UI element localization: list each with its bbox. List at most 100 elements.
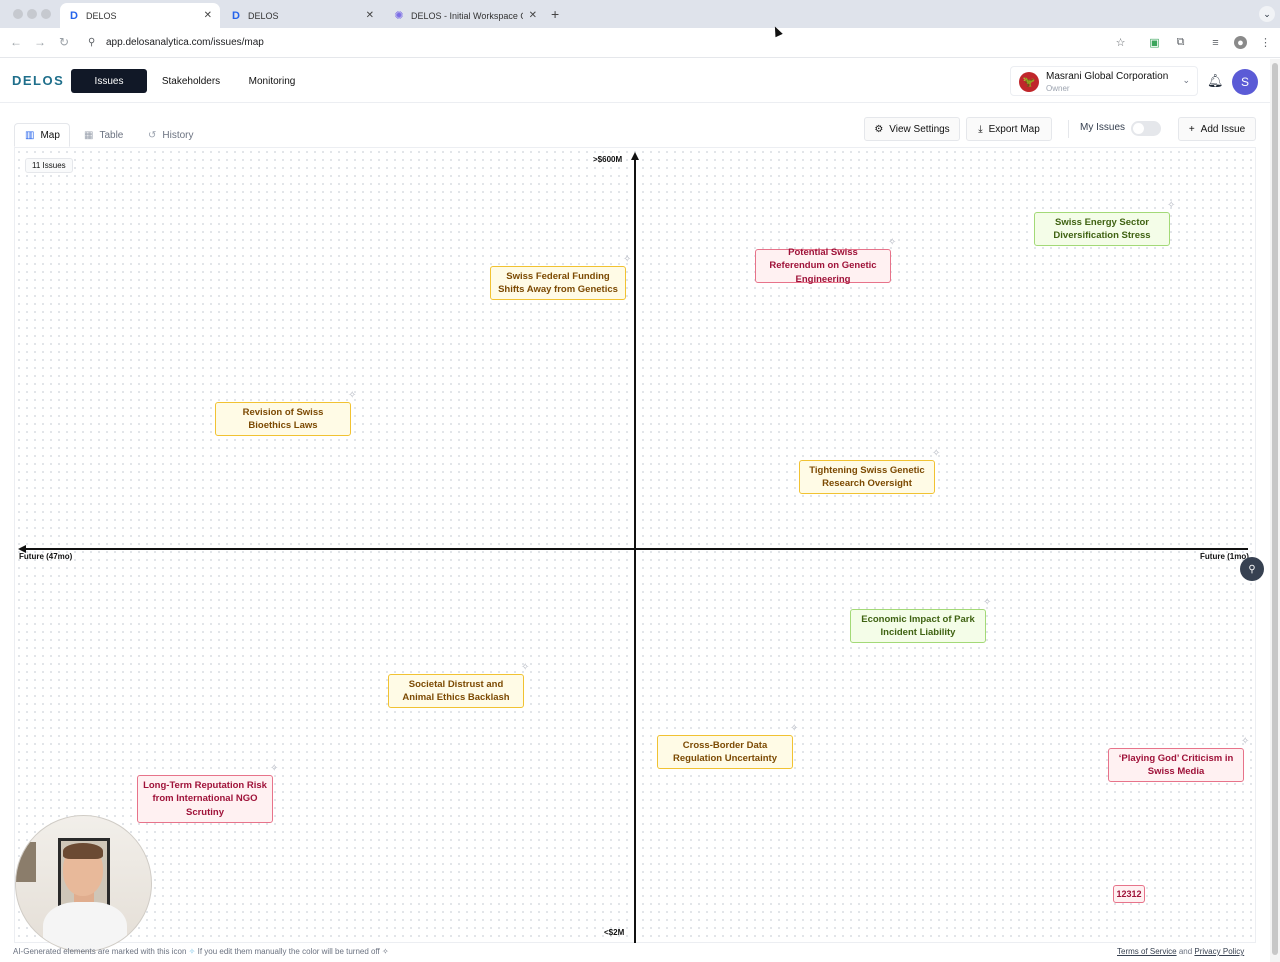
window-zoom-dot[interactable] [41,9,51,19]
issue-card[interactable]: Potential Swiss Referendum on Genetic En… [755,247,891,285]
reading-list-icon[interactable]: ≡ [1212,36,1219,49]
map-icon: ▥ [25,129,35,141]
window-close-dot[interactable] [13,9,23,19]
window-minimize-dot[interactable] [27,9,37,19]
gear-favicon-icon: ✺ [394,10,404,22]
y-axis-arrow [631,152,639,160]
filter-icon[interactable]: ⚲ [1240,557,1264,581]
plus-icon: + [1188,123,1195,135]
ai-sparkle-icon: ✧ [983,597,992,608]
privacy-link[interactable]: Privacy Policy [1194,947,1245,956]
close-icon[interactable]: ✕ [203,10,212,21]
footer-links: Terms of Service and Privacy Policy [1117,947,1244,956]
tab-search-chevron-icon[interactable]: ⌄ [1259,6,1275,22]
ai-footer-note: AI-Generated elements are marked with th… [13,947,389,956]
close-icon[interactable]: ✕ [365,10,374,21]
puzzle-extensions-icon[interactable]: ⧉ [1176,36,1185,48]
profile-avatar-icon[interactable]: ● [1234,36,1247,49]
issue-card[interactable]: Swiss Federal Funding Shifts Away from G… [490,266,626,300]
reload-icon[interactable]: ↻ [59,35,70,49]
gear-icon: ⚙ [874,123,884,135]
scrollbar-thumb[interactable] [1272,63,1278,955]
browser-menu-icon[interactable]: ⋮ [1260,37,1271,49]
table-icon: ▦ [84,129,94,141]
ai-sparkle-icon: ✧ [521,662,530,673]
browser-tab-1[interactable]: D DELOS ✕ [60,3,220,28]
back-arrow-icon[interactable]: ← [10,35,22,49]
close-icon[interactable]: ✕ [528,10,537,21]
webcam-overlay [15,815,152,952]
issue-card[interactable]: Economic Impact of Park Incident Liabili… [850,609,986,643]
issue-card[interactable]: Swiss Energy Sector Diversification Stre… [1034,212,1170,246]
nav-issues[interactable]: Issues [71,69,147,93]
ai-sparkle-off-icon: ✧ [382,947,389,956]
organization-role: Owner [1046,84,1070,93]
ai-sparkle-icon: ✧ [888,237,897,248]
user-avatar[interactable]: S [1232,69,1258,95]
x-axis-right-label: Future (1mo) [1200,552,1249,561]
site-info-icon[interactable]: ⚲ [88,37,96,48]
browser-tab-label: DELOS [248,10,279,21]
new-tab-plus-icon[interactable]: + [551,6,560,22]
issue-card[interactable]: Cross-Border Data Regulation Uncertainty [657,735,793,769]
export-map-button[interactable]: ⤓ Export Map [966,117,1052,141]
browser-tab-3[interactable]: ✺ DELOS - Initial Workspace O... ✕ [385,3,545,28]
nav-stakeholders[interactable]: Stakeholders [161,75,221,87]
footer-and: and [1178,947,1193,956]
organization-switcher[interactable]: 🦖 Masrani Global Corporation Owner ⌄ [1010,66,1198,96]
y-axis-bottom-label: <$2M [604,928,625,937]
ai-sparkle-icon: ✧ [348,390,357,401]
background-shelf [16,842,36,882]
ai-sparkle-icon: ✧ [1241,736,1250,747]
issue-count-badge: 11 Issues [25,158,73,173]
x-axis [24,548,1248,550]
footer-note-text-2: If you edit them manually the color will… [197,947,380,956]
view-settings-label: View Settings [889,123,950,135]
delos-logo[interactable]: DELOS [12,73,65,88]
nav-monitoring[interactable]: Monitoring [248,75,296,87]
organization-name: Masrani Global Corporation [1046,71,1169,82]
forward-arrow-icon[interactable]: → [34,35,46,49]
chevron-down-icon: ⌄ [1182,75,1190,85]
tab-table[interactable]: ▦ Table [74,123,134,147]
tab-history-label: History [162,129,194,141]
issue-card[interactable]: ‘Playing God’ Criticism in Swiss Media [1108,748,1244,782]
add-issue-button[interactable]: + Add Issue [1178,117,1256,141]
toggle-knob [1133,123,1144,134]
tab-table-label: Table [99,129,124,141]
presenter-shirt [43,902,127,951]
my-issues-label: My Issues [1080,122,1126,133]
my-issues-toggle[interactable] [1131,121,1161,136]
issue-card[interactable]: Revision of Swiss Bioethics Laws [215,402,351,436]
footer-note-text-1: AI-Generated elements are marked with th… [13,947,187,956]
page-scrollbar[interactable] [1270,59,1280,962]
view-settings-button[interactable]: ⚙ View Settings [864,117,960,141]
extension-icon[interactable]: ▣ [1149,37,1160,49]
tab-map[interactable]: ▥ Map [14,123,70,147]
terms-link[interactable]: Terms of Service [1117,947,1177,956]
x-axis-arrow [18,545,26,553]
y-axis-top-label: >$600M [593,155,623,164]
ai-sparkle-icon: ✧ [623,254,632,265]
issue-card[interactable]: Societal Distrust and Animal Ethics Back… [388,674,524,708]
url-field[interactable]: app.delosanalytica.com/issues/map [106,37,264,48]
tab-map-label: Map [40,129,60,141]
y-axis [634,158,636,943]
delos-favicon-icon: D [232,9,240,22]
toolbar-divider [1068,120,1069,138]
dinosaur-logo-icon: 🦖 [1019,72,1039,92]
issue-card[interactable]: Tightening Swiss Genetic Research Oversi… [799,460,935,494]
download-icon: ⤓ [978,123,983,135]
ai-sparkle-icon: ✧ [270,763,279,774]
bell-icon[interactable]: 🔔︎ [1207,73,1224,88]
ai-sparkle-icon: ✧ [1167,200,1176,211]
ai-sparkle-icon: ✧ [790,723,799,734]
add-issue-label: Add Issue [1200,123,1246,135]
tab-history[interactable]: ↺ History [138,123,210,147]
address-bar: ← → ↻ ⚲ app.delosanalytica.com/issues/ma… [0,28,1280,58]
bookmark-star-icon[interactable]: ☆ [1115,37,1126,49]
browser-tab-2[interactable]: D DELOS ✕ [222,3,382,28]
issue-card[interactable]: Long-Term Reputation Risk from Internati… [137,775,273,823]
issue-card[interactable]: 12312 [1113,885,1145,903]
ai-sparkle-icon: ✧ [188,947,196,956]
